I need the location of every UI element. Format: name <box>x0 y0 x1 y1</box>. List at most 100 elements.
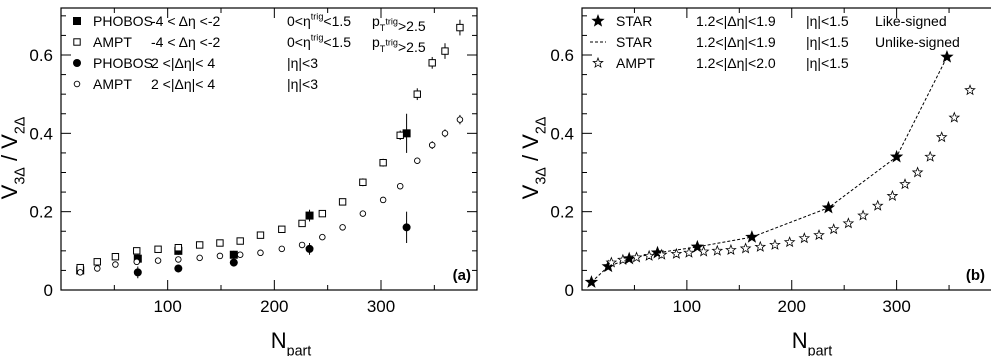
x-axis-title: Npart <box>271 328 312 356</box>
data-point <box>298 219 306 228</box>
data-point <box>229 258 238 267</box>
legend-experiment: STAR <box>616 34 652 50</box>
data-point <box>319 233 326 241</box>
data-point <box>935 131 948 143</box>
legend-experiment: PHOBOS <box>93 55 153 71</box>
y-axis-title: V3Δ / V2Δ <box>518 116 550 199</box>
x-axis-title: Npart <box>792 328 833 356</box>
data-point <box>278 245 286 253</box>
legend-entry: STAR 1.2<|Δη|<1.9 |η|<1.5 Unlike-signed <box>590 34 960 50</box>
legend: PHOBOS-4 < Δη <-2 0<ηtrig<1.5 pTtrig>2.5AM… <box>73 12 426 92</box>
x-tick-label: 200 <box>260 297 288 316</box>
data-point <box>305 244 314 253</box>
data-point <box>133 247 141 255</box>
data-point <box>379 159 387 167</box>
data-point <box>298 241 306 249</box>
x-tick-label: 200 <box>778 297 806 316</box>
y-tick-label: 0 <box>565 281 574 300</box>
data-point <box>112 261 119 268</box>
data-point <box>456 23 464 32</box>
data-point <box>605 256 618 268</box>
legend-eta: 0<ηtrig<1.5 <box>287 12 351 29</box>
x-tick-label: 100 <box>673 297 701 316</box>
series-dashed-line <box>591 56 948 283</box>
series-open-square <box>76 19 464 272</box>
series-open-circle <box>76 114 464 276</box>
legend-entry: PHOBOS-4 < Δη <-2 0<ηtrig<1.5 pTtrig>2.5 <box>73 12 426 34</box>
data-point <box>964 84 976 96</box>
x-tick-label: 300 <box>367 297 395 316</box>
legend-experiment: AMPT <box>93 34 132 50</box>
data-point <box>174 264 183 273</box>
legend-swatch <box>73 17 81 25</box>
data-point <box>133 254 142 263</box>
legend-entry: AMPT -4 < Δη <-2 0<ηtrig<1.5 pTtrig>2.5 <box>73 33 426 55</box>
data-point <box>690 239 705 253</box>
series-filled-circle <box>133 211 411 279</box>
data-point <box>278 225 286 233</box>
legend-swatch <box>73 59 81 67</box>
data-point <box>622 251 636 265</box>
y-axis-title: V3Δ / V2Δ <box>0 116 29 199</box>
y-tick-label: 0.2 <box>29 203 53 222</box>
legend-pt: pTtrig>2.5 <box>372 34 426 55</box>
data-point <box>154 257 162 264</box>
legend-eta: |η|<1.5 <box>806 55 849 71</box>
y-tick-label: 0.4 <box>550 124 574 143</box>
legend-deta: 1.2<|Δη|<2.0 <box>696 55 776 71</box>
x-tick-label: 300 <box>882 297 910 316</box>
data-point <box>643 249 655 261</box>
data-point <box>456 116 464 123</box>
legend: STAR 1.2<|Δη|<1.9 |η|<1.5 Like-signed STAR 1.… <box>590 13 960 71</box>
data-point <box>871 199 884 211</box>
data-point <box>441 130 449 137</box>
data-point <box>318 209 327 218</box>
data-point <box>94 265 101 272</box>
series-open-star <box>605 84 976 268</box>
data-point <box>948 111 961 123</box>
legend-deta: 1.2<|Δη|<1.9 <box>696 13 776 29</box>
legend-entry: AMPT 1.2<|Δη|<2.0 |η|<1.5 <box>592 55 849 71</box>
data-point <box>133 258 140 266</box>
legend-swatch <box>592 56 604 68</box>
data-point <box>257 249 264 257</box>
data-point <box>379 196 387 204</box>
data-point <box>402 129 411 138</box>
x-tick-label: 100 <box>153 297 181 316</box>
data-point <box>670 247 683 259</box>
data-point <box>93 258 101 266</box>
data-point <box>441 47 449 55</box>
data-point <box>413 90 421 98</box>
data-point <box>769 238 781 250</box>
data-point <box>175 256 182 263</box>
legend-extra: Like-signed <box>875 13 947 29</box>
legend-deta: 2 <|Δη|< 4 <box>151 55 215 71</box>
data-point <box>601 259 615 273</box>
legend-experiment: STAR <box>616 13 652 29</box>
data-point <box>338 198 347 206</box>
y-tick-label: 0.6 <box>550 46 574 65</box>
panel-label: (a) <box>453 267 471 284</box>
data-point <box>216 239 224 247</box>
data-point <box>725 243 737 256</box>
plot-frame <box>60 7 478 291</box>
data-point <box>428 59 436 67</box>
legend-deta: 2 <|Δη|< 4 <box>151 76 215 92</box>
data-point <box>195 241 204 249</box>
data-point <box>745 230 759 243</box>
data-point <box>683 246 695 258</box>
panel-b: 100 200 300 0 0.2 0.4 0.6 Npart V3Δ / V2Δ (b) STAR… <box>518 7 991 356</box>
data-point <box>216 252 224 260</box>
data-point <box>229 250 238 259</box>
data-point <box>236 251 244 258</box>
data-point <box>711 244 724 256</box>
data-point <box>256 231 265 239</box>
data-point <box>196 254 203 262</box>
data-point <box>133 268 142 277</box>
data-point <box>813 229 825 241</box>
data-point <box>154 245 162 253</box>
series-filled-star <box>584 49 954 288</box>
data-point <box>857 209 869 221</box>
